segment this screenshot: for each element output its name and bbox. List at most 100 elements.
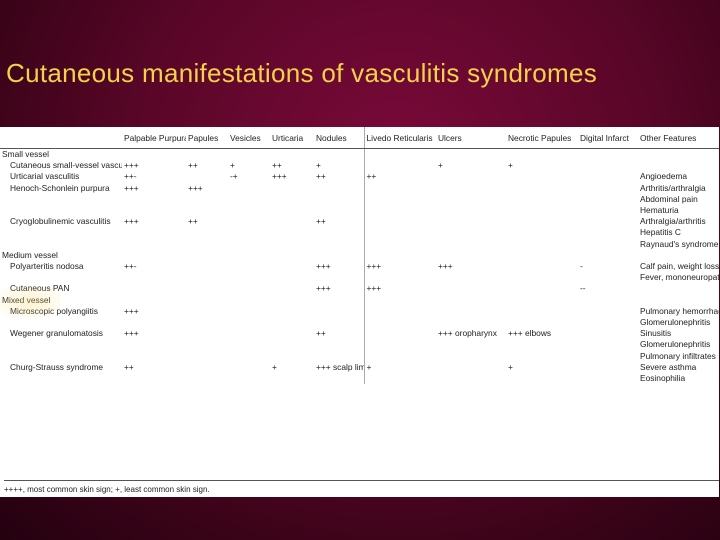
table-row: Raynaud's syndrome [0, 238, 719, 250]
column-header: Livedo Reticularis [363, 127, 436, 149]
table-cell [314, 205, 364, 216]
table-cell [122, 194, 186, 205]
table-cell [228, 351, 270, 362]
table-row: Henoch-Schonlein purpura +++ +++ Arthritis/… [0, 182, 719, 194]
table-cell: Severe asthma [640, 361, 697, 372]
table-cell [363, 182, 436, 194]
table-row: Churg-Strauss syndrome++++++ scalp limbs… [0, 361, 719, 374]
table-cell [314, 272, 364, 283]
highlight-tint [0, 287, 60, 317]
table-row: Cryoglobulinemic vasculitis +++ ++ ++ Arthra… [0, 216, 719, 228]
column-header: Papules [186, 127, 228, 149]
table-row: Polyarteritis nodosa ++- +++ +++ +++ - Calf pa… [0, 261, 719, 273]
table-cell [578, 205, 638, 216]
table-cell: Glomerulonephritis [640, 339, 711, 350]
table-cell [186, 373, 228, 384]
table-cell [270, 216, 314, 227]
table-cell [186, 149, 228, 161]
table-cell: ++ [188, 216, 198, 227]
table-cell [228, 227, 270, 238]
table-cell [314, 306, 364, 317]
table-cell [436, 362, 506, 373]
table-cell [578, 272, 638, 283]
table-cell [363, 350, 436, 362]
table-cell: +++ scalp limbs [316, 361, 364, 372]
table-cell [436, 351, 506, 362]
table-cell [314, 149, 364, 161]
table-cell [506, 171, 578, 182]
table-cell: + [438, 160, 443, 171]
table-cell [363, 339, 436, 351]
table-cell: ++ [272, 160, 282, 171]
table-cell [186, 171, 228, 182]
table-cell [578, 149, 638, 161]
table-cell [270, 250, 314, 261]
table-cell: ++- [124, 171, 137, 182]
table-cell [228, 328, 270, 339]
column-header: Ulcers [436, 127, 506, 149]
table-cell [270, 272, 314, 283]
table-cell [506, 205, 578, 216]
table-cell: +++ [124, 182, 139, 193]
syndrome-name [0, 351, 122, 362]
table-cell: +++ [316, 261, 331, 272]
table-row: Glomerulonephritis [0, 317, 719, 329]
table-cell [436, 373, 506, 384]
table-cell [186, 306, 228, 317]
table-cell [506, 306, 578, 317]
syndrome-name: Henoch-Schonlein purpura [10, 182, 110, 193]
table-cell [436, 216, 506, 227]
table-cell [186, 250, 228, 261]
table-cell: + [508, 160, 513, 171]
section-row: Mixed vessel [0, 294, 719, 306]
table-header-row: Palpable Purpura Papules Vesicles Urticaria… [0, 127, 719, 149]
table-cell [578, 373, 638, 384]
table-cell [270, 373, 314, 384]
table-row: Hematuria [0, 205, 719, 217]
table-cell: +++ [124, 216, 139, 227]
table-cell [186, 239, 228, 250]
table-cell [506, 227, 578, 238]
table-cell [122, 283, 186, 294]
table-cell: +++ [188, 182, 203, 193]
table-cell: + [363, 361, 436, 374]
table-cell [506, 149, 578, 161]
table-cell [578, 250, 638, 261]
column-header: Necrotic Papules [506, 127, 578, 149]
table-cell [314, 183, 364, 194]
table-cell: - [580, 261, 583, 272]
table-cell [314, 295, 364, 306]
table-cell [270, 205, 314, 216]
table-cell [638, 149, 719, 161]
table-cell [186, 261, 228, 272]
table-cell [186, 328, 228, 339]
table-cell: +++ [363, 283, 436, 295]
table-cell [506, 239, 578, 250]
table-cell [363, 294, 436, 306]
syndrome-name: Urticarial vasculitis [10, 171, 80, 182]
table-cell [436, 283, 506, 294]
table-cell: Hepatitis C [640, 227, 681, 238]
table-cell [122, 373, 186, 384]
table-row: Urticarial vasculitis ++- -+ +++ ++ ++ Angioed… [0, 171, 719, 183]
table-cell [363, 160, 436, 172]
table-cell [363, 305, 436, 318]
table-cell [186, 227, 228, 238]
table-row: Glomerulonephritis [0, 339, 719, 351]
syndrome-name [0, 317, 122, 328]
table-cell [122, 149, 186, 161]
table-cell [363, 227, 436, 239]
table-cell [436, 171, 506, 182]
table-cell [578, 183, 638, 194]
table-cell [578, 239, 638, 250]
table-cell [314, 194, 364, 205]
table-cell [578, 351, 638, 362]
table-cell [436, 272, 506, 283]
table-cell [436, 250, 506, 261]
syndrome-name [0, 272, 122, 283]
table-cell [578, 216, 638, 227]
table-cell [506, 351, 578, 362]
table-cell [228, 306, 270, 317]
table-cell [363, 317, 436, 329]
table-cell [314, 250, 364, 261]
